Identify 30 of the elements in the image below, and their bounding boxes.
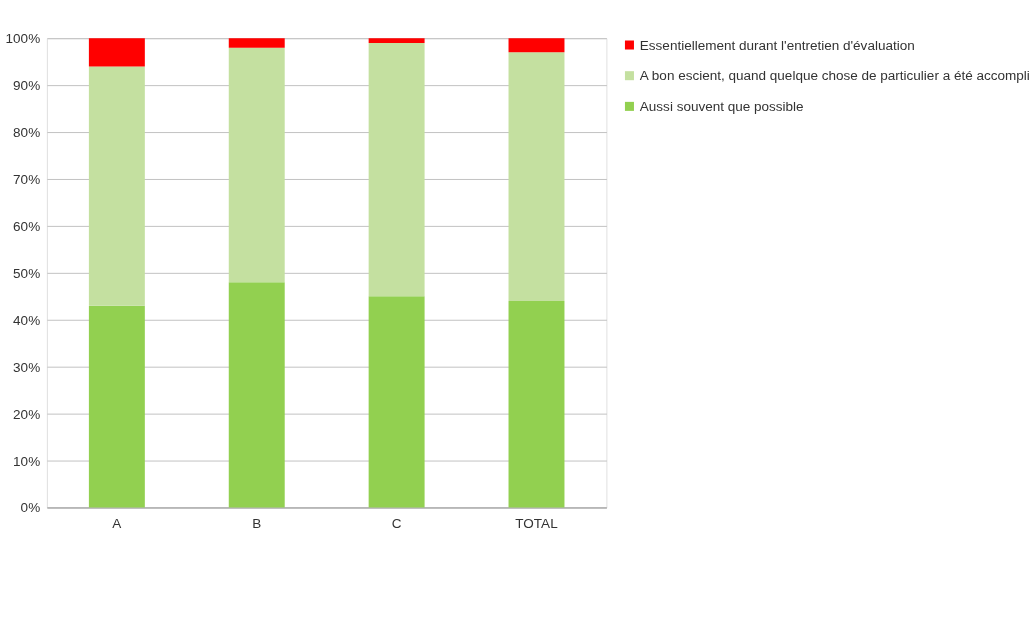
bar (508, 52, 565, 302)
bar (368, 296, 425, 508)
bar (88, 66, 145, 306)
bar (368, 42, 425, 297)
y-tick-label: 100% (5, 31, 41, 47)
bar (508, 301, 565, 508)
y-tick-label: 80% (13, 125, 41, 141)
legend-label: Essentiellement durant l'entretien d'évaluation (639, 37, 915, 53)
y-tick-label: 30% (13, 359, 41, 375)
y-tick-label: 20% (13, 406, 41, 422)
y-tick-label: 60% (13, 218, 41, 234)
bar (228, 282, 285, 508)
x-tick-label: C (391, 515, 402, 531)
bar (88, 305, 145, 508)
y-tick-label: 40% (13, 312, 41, 328)
y-tick-label: 0% (20, 500, 41, 516)
bar (228, 38, 285, 48)
x-tick-label: B (252, 515, 262, 531)
bar (508, 38, 565, 53)
y-tick-label: 70% (13, 171, 41, 187)
legend-label: A bon escient, quand quelque chose de particulier a été accompli (639, 68, 1030, 84)
y-tick-label: 90% (13, 78, 41, 94)
y-tick-label: 50% (13, 265, 41, 281)
bar (88, 38, 145, 67)
y-tick-label: 10% (13, 453, 41, 469)
bar (368, 38, 425, 43)
legend-label: Aussi souvent que possible (639, 98, 804, 114)
x-tick-label: A (112, 515, 122, 531)
x-tick-label: TOTAL (515, 515, 559, 531)
bar (228, 47, 285, 283)
